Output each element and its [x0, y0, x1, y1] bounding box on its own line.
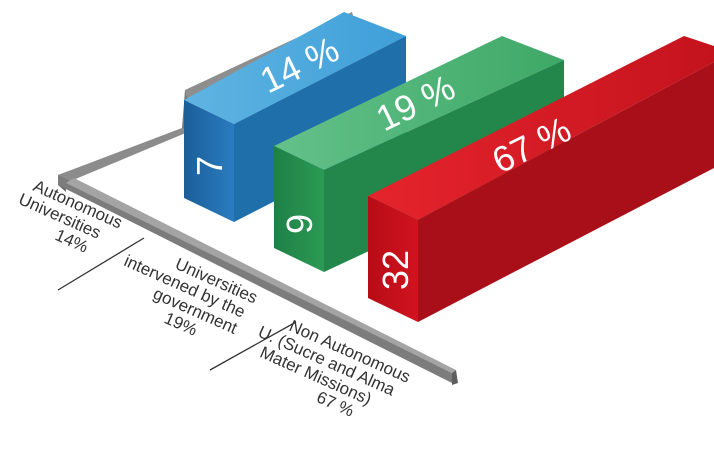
bar-1-top	[274, 36, 564, 170]
bar-1-front	[274, 146, 324, 272]
bar-0-front	[184, 100, 234, 222]
bar-2-side	[418, 62, 714, 322]
bar-0-top	[184, 12, 406, 124]
bar-2-front	[368, 196, 418, 322]
bar-2: 67 % 32	[368, 36, 714, 322]
category-separators	[57, 237, 297, 371]
bar-2-top	[368, 36, 714, 220]
bar-0-count-label: 7	[189, 156, 230, 176]
category-label-2: Non Autonomous U. (Sucre and Alma Mater …	[255, 316, 413, 420]
bar-1-count-label: 9	[279, 214, 320, 234]
bar-2-count-label: 32	[375, 250, 416, 290]
category-label-1: Universities intervened by the governmen…	[121, 251, 260, 339]
